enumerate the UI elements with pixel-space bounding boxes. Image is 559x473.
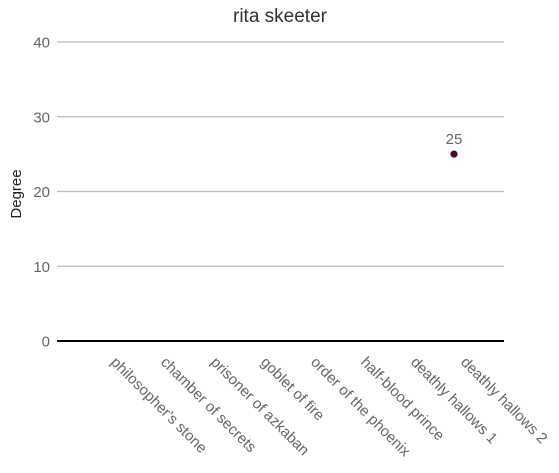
gridlines	[57, 41, 504, 267]
y-tick-label: 30	[33, 109, 50, 126]
y-tick-label: 10	[33, 259, 50, 276]
y-tick-labels: 0 10 20 30 40	[33, 35, 50, 351]
data-point	[450, 150, 458, 158]
y-tick-label: 0	[42, 334, 50, 351]
data-points	[450, 150, 458, 158]
y-axis-label: Degree	[8, 169, 25, 218]
x-tick-label: chamber of secrets	[157, 354, 259, 456]
data-label: 25	[446, 131, 463, 148]
y-tick-label: 40	[33, 35, 50, 52]
x-tick-label: philosopher's stone	[107, 354, 210, 457]
x-tick-label: deathly hallows 1	[407, 354, 500, 447]
chart-title: rita skeeter	[233, 6, 328, 27]
x-tick-label: deathly hallows 2	[457, 354, 550, 447]
data-labels: 25	[446, 131, 463, 148]
y-tick-label: 20	[33, 184, 50, 201]
